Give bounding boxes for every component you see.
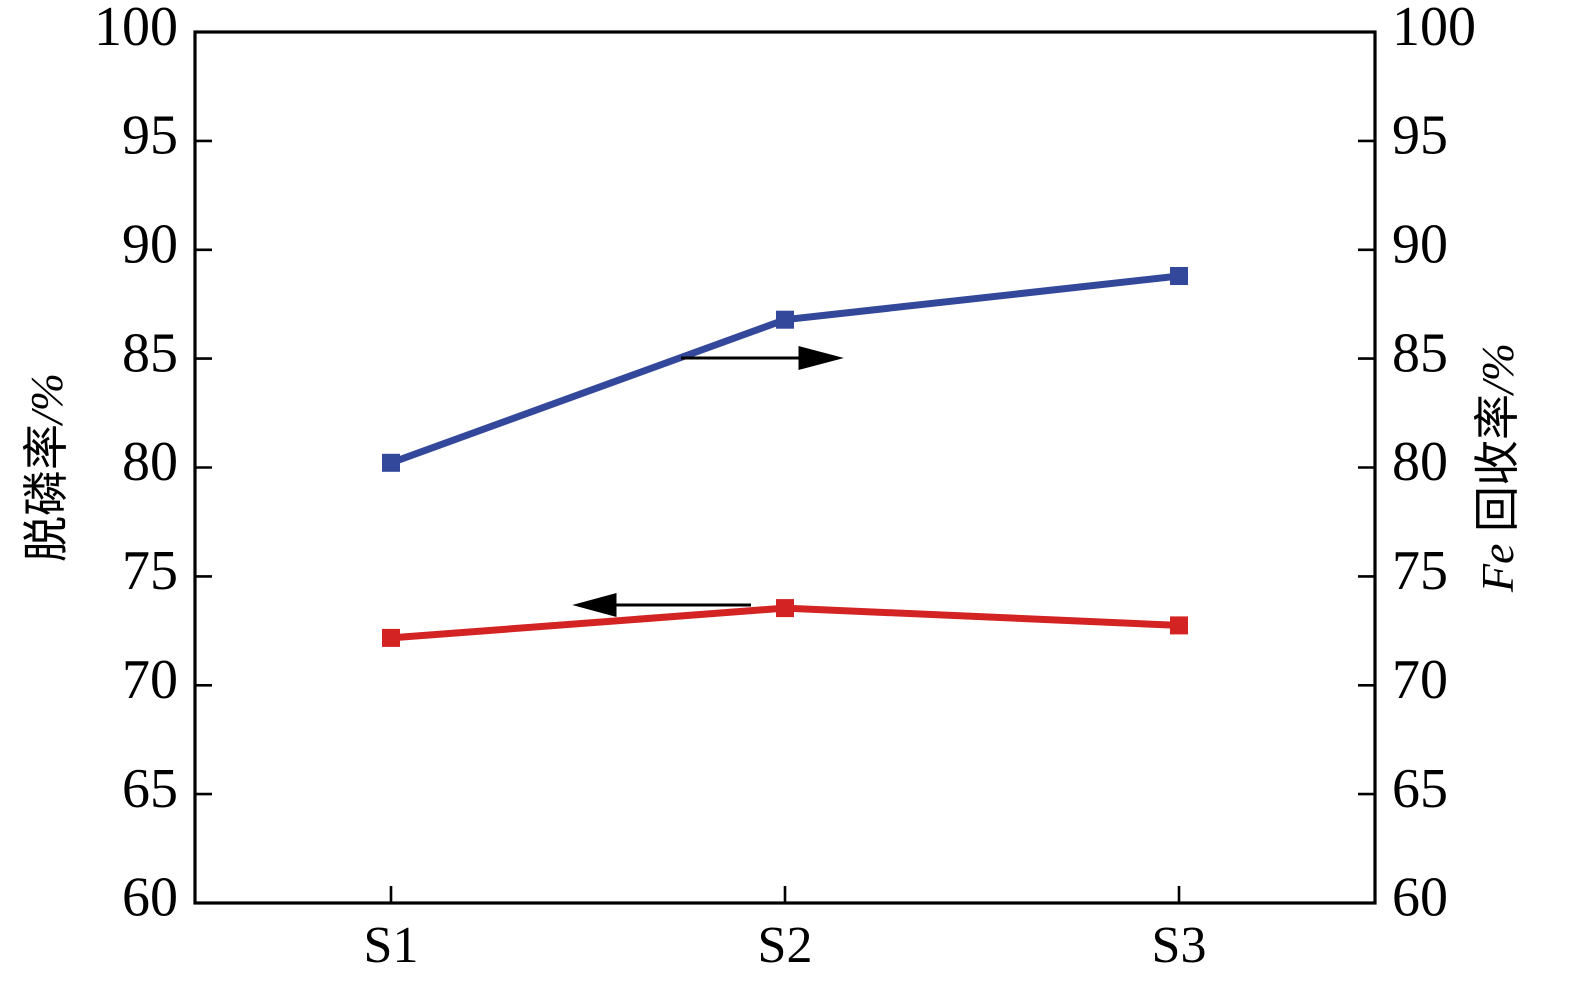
svg-text:85: 85 xyxy=(1392,322,1448,384)
svg-text:65: 65 xyxy=(122,758,178,820)
svg-text:S3: S3 xyxy=(1152,917,1207,974)
svg-text:75: 75 xyxy=(1392,540,1448,602)
svg-text:85: 85 xyxy=(122,322,178,384)
svg-text:75: 75 xyxy=(122,540,178,602)
svg-text:80: 80 xyxy=(122,431,178,493)
svg-text:70: 70 xyxy=(1392,649,1448,711)
svg-text:90: 90 xyxy=(1392,214,1448,276)
svg-text:100: 100 xyxy=(1392,0,1476,58)
svg-text:90: 90 xyxy=(122,214,178,276)
svg-text:60: 60 xyxy=(122,867,178,929)
svg-text:S2: S2 xyxy=(758,917,813,974)
svg-text:脱磷率/%: 脱磷率/% xyxy=(21,373,72,562)
svg-text:70: 70 xyxy=(122,649,178,711)
svg-text:95: 95 xyxy=(122,105,178,167)
svg-text:Fe 回收率/%: Fe 回收率/% xyxy=(1472,343,1523,593)
svg-text:S1: S1 xyxy=(364,917,419,974)
svg-text:80: 80 xyxy=(1392,431,1448,493)
svg-text:65: 65 xyxy=(1392,758,1448,820)
svg-text:100: 100 xyxy=(94,0,178,58)
svg-text:60: 60 xyxy=(1392,867,1448,929)
svg-text:95: 95 xyxy=(1392,105,1448,167)
